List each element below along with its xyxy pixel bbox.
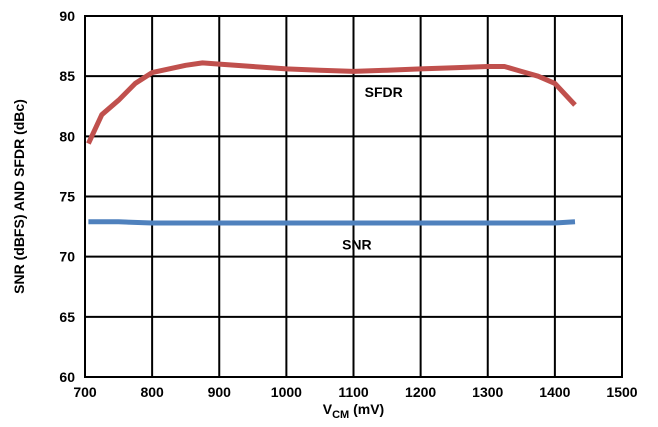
- y-tick-label: 85: [59, 68, 75, 84]
- y-tick-label: 70: [59, 249, 75, 265]
- y-tick-label: 90: [59, 8, 75, 24]
- series-line-sfdr: [86, 60, 577, 145]
- series-label-snr: SNR: [342, 237, 372, 253]
- x-tick-label: 1400: [539, 384, 570, 400]
- x-tick-label: 800: [140, 384, 164, 400]
- x-tick-label: 1100: [338, 384, 369, 400]
- series-line-snr: [88, 219, 576, 226]
- x-axis-title-main: V: [323, 401, 333, 417]
- y-tick-label: 80: [59, 128, 75, 144]
- y-tick-label: 75: [59, 189, 75, 205]
- y-tick-label: 65: [59, 309, 75, 325]
- x-tick-label: 900: [208, 384, 232, 400]
- x-tick-label: 1500: [606, 384, 637, 400]
- series-layer: [86, 60, 577, 226]
- series-label-sfdr: SFDR: [365, 84, 403, 100]
- x-tick-label: 1000: [271, 384, 302, 400]
- plot-frame: [84, 15, 623, 378]
- tick-labels: 700 800 900 1000 1100 1200 1300 1400 1500 60 65 70 7…: [59, 8, 637, 400]
- x-axis-title-rest: (mV): [349, 401, 384, 417]
- x-tick-label: 1300: [472, 384, 503, 400]
- annotations: SFDR SNR: [342, 84, 403, 253]
- x-axis-title-subscript: CM: [332, 409, 349, 421]
- x-tick-label: 1200: [405, 384, 436, 400]
- grid-lines: [85, 16, 622, 377]
- x-axis-title: VCM (mV): [323, 401, 384, 421]
- y-axis-title: SNR (dBFS) AND SFDR (dBc): [11, 99, 27, 294]
- y-tick-label: 60: [59, 369, 75, 385]
- x-tick-label: 700: [73, 384, 97, 400]
